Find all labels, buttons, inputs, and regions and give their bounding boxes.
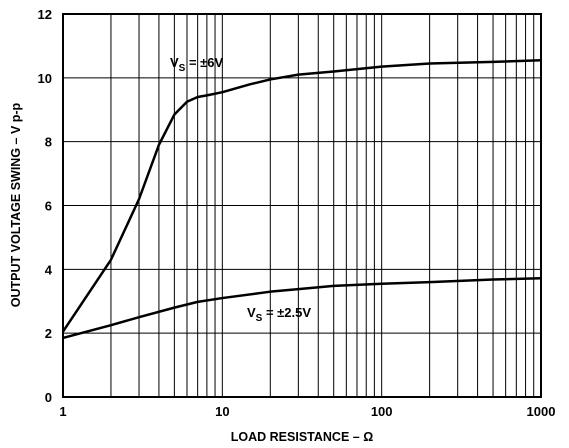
series-label-vs6-main: V bbox=[170, 55, 179, 70]
series-label-vs2-5-sub: S bbox=[256, 313, 263, 324]
y-axis-title: OUTPUT VOLTAGE SWING – V p-p bbox=[9, 102, 23, 307]
y-tick-label: 12 bbox=[38, 7, 52, 22]
series-line-0 bbox=[61, 59, 542, 333]
series-label-vs2-5-main: V bbox=[247, 305, 256, 320]
x-tick-label: 1000 bbox=[527, 404, 556, 419]
x-tick-label: 100 bbox=[371, 404, 393, 419]
x-tick-label: 1 bbox=[59, 404, 66, 419]
series-line-1 bbox=[62, 277, 542, 340]
series-label-vs2-5: VS = ±2.5V bbox=[247, 305, 311, 324]
series-label-vs6-rest: = ±6V bbox=[185, 55, 223, 70]
x-axis-title: LOAD RESISTANCE – Ω bbox=[231, 430, 373, 444]
series-lines bbox=[61, 59, 542, 340]
y-tick-label: 4 bbox=[45, 262, 53, 277]
series-label-vs2-5-rest: = ±2.5V bbox=[262, 305, 311, 320]
series-label-vs6-sub: S bbox=[179, 63, 186, 74]
plot-frame bbox=[62, 13, 542, 398]
tick-labels: 0 2 4 6 8 10 12 1 10 100 1000 bbox=[38, 7, 556, 419]
x-tick-label: 10 bbox=[215, 404, 229, 419]
series-label-vs6: VS = ±6V bbox=[170, 55, 224, 74]
y-tick-label: 0 bbox=[45, 390, 52, 405]
y-tick-label: 8 bbox=[45, 135, 52, 150]
y-tick-label: 6 bbox=[45, 199, 52, 214]
y-tick-label: 2 bbox=[45, 326, 52, 341]
grid bbox=[63, 14, 541, 397]
y-tick-label: 10 bbox=[38, 71, 52, 86]
